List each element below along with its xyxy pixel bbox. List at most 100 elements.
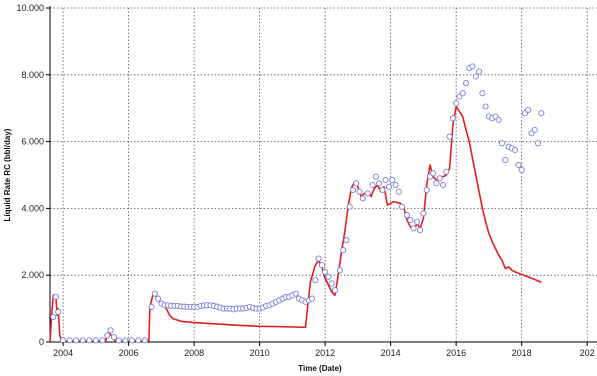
observed-data-point: [482, 103, 489, 110]
observed-data-point: [369, 181, 376, 189]
observed-data-point: [518, 166, 525, 174]
observed-data-point: [476, 68, 483, 75]
observed-data-point: [340, 247, 347, 254]
observed-data-point: [389, 176, 396, 184]
observed-data-point: [469, 63, 476, 70]
observed-data-point: [104, 332, 111, 339]
observed-data-point: [52, 293, 59, 300]
observed-data-point: [312, 277, 319, 284]
observed-data-point: [436, 175, 443, 182]
x-tick-label: 2012: [315, 348, 335, 358]
observed-data-point: [446, 133, 453, 140]
observed-data-point: [346, 203, 353, 210]
observed-data-point: [322, 268, 329, 275]
observed-data-point: [449, 115, 456, 122]
observed-data-point: [472, 73, 479, 80]
y-tick-label: 6.000: [21, 137, 44, 147]
observed-data-point: [512, 146, 519, 154]
observed-data-point: [423, 186, 430, 194]
observed-data-point: [443, 168, 450, 175]
observed-data-point: [534, 140, 542, 147]
observed-data-point: [538, 110, 545, 117]
observed-data-point: [440, 181, 447, 189]
observed-data-point: [55, 308, 62, 315]
observed-data-point: [364, 190, 371, 197]
y-tick-label: 10.000: [16, 3, 44, 13]
observed-data-point: [379, 186, 386, 194]
observed-data-point: [79, 337, 86, 344]
observed-data-point: [395, 188, 402, 195]
x-tick-label: 2008: [184, 348, 204, 358]
observed-data-point: [502, 156, 509, 164]
observed-data-point: [308, 295, 316, 302]
observed-data-point: [110, 333, 117, 341]
observed-data-point: [399, 203, 406, 210]
y-tick-label: 4.000: [21, 203, 44, 213]
observed-data-point: [392, 181, 399, 189]
observed-data-point: [66, 337, 73, 344]
grid-layer: [50, 7, 597, 342]
observed-data-point: [462, 80, 470, 87]
observed-data-point: [50, 313, 57, 320]
x-tick-label: 2010: [250, 348, 270, 358]
y-tick-label: 8.000: [21, 70, 44, 80]
observed-data-point: [148, 303, 155, 310]
x-tick-label: 2018: [512, 348, 532, 358]
tick-label-layer: 0 2.000 4.000 6.000 8.000 10.000 2004 2006 2008 2…: [16, 3, 594, 358]
observed-data-point: [479, 90, 486, 97]
observed-data-point: [453, 100, 460, 107]
observed-data-point: [155, 295, 162, 302]
observed-data-point: [525, 106, 532, 113]
observed-data-point: [498, 140, 506, 147]
observed-data-point: [328, 280, 335, 287]
observed-data-point: [99, 337, 106, 344]
observed-data-point: [331, 287, 339, 294]
observed-data-point: [495, 116, 502, 123]
observed-data-point: [151, 290, 158, 297]
observed-data-point: [403, 212, 411, 219]
observed-data-point: [407, 217, 414, 224]
observed-data-point: [349, 186, 357, 194]
observed-data-point: [356, 188, 363, 195]
observed-data-point: [107, 327, 114, 334]
observed-data-point: [115, 337, 122, 344]
observed-data-point: [433, 180, 440, 187]
observed-data-point: [410, 225, 417, 232]
observed-data-point: [417, 227, 424, 234]
observed-data-point: [135, 337, 142, 344]
observed-data-point: [292, 290, 299, 297]
observed-data-point: [318, 262, 325, 269]
observed-data-point: [343, 237, 350, 244]
observed-data-point: [531, 126, 538, 133]
observed-data-point: [315, 255, 322, 262]
observed-data-point: [325, 273, 332, 280]
observed-data-point: [459, 90, 466, 97]
scatter-series-layer: [50, 63, 545, 344]
observed-data-point: [376, 180, 383, 187]
x-axis-label: Time (Date): [298, 364, 342, 373]
observed-data-point: [515, 161, 522, 169]
observed-data-point: [128, 337, 135, 344]
observed-data-point: [385, 183, 393, 190]
observed-data-point: [141, 337, 149, 344]
observed-data-point: [359, 195, 366, 202]
x-tick-label: 2004: [53, 348, 73, 358]
y-axis-label: Liquid Rate RC (bbl/day): [3, 128, 12, 221]
observed-data-point: [336, 267, 343, 274]
observed-data-point: [372, 173, 379, 180]
observed-data-point: [420, 210, 427, 217]
observed-data-point: [430, 170, 437, 177]
plot-frame-layer: [49, 6, 597, 343]
observed-data-point: [86, 337, 93, 344]
y-tick-label: 2.000: [21, 270, 44, 280]
observed-data-point: [353, 180, 360, 187]
observed-data-point: [92, 337, 99, 344]
observed-data-point: [413, 218, 420, 225]
observed-data-point: [73, 337, 80, 344]
y-tick-label: 0: [39, 337, 44, 347]
x-tick-label: 2006: [119, 348, 139, 358]
x-tick-label: 2016: [446, 348, 466, 358]
x-tick-label: 202: [580, 348, 595, 358]
